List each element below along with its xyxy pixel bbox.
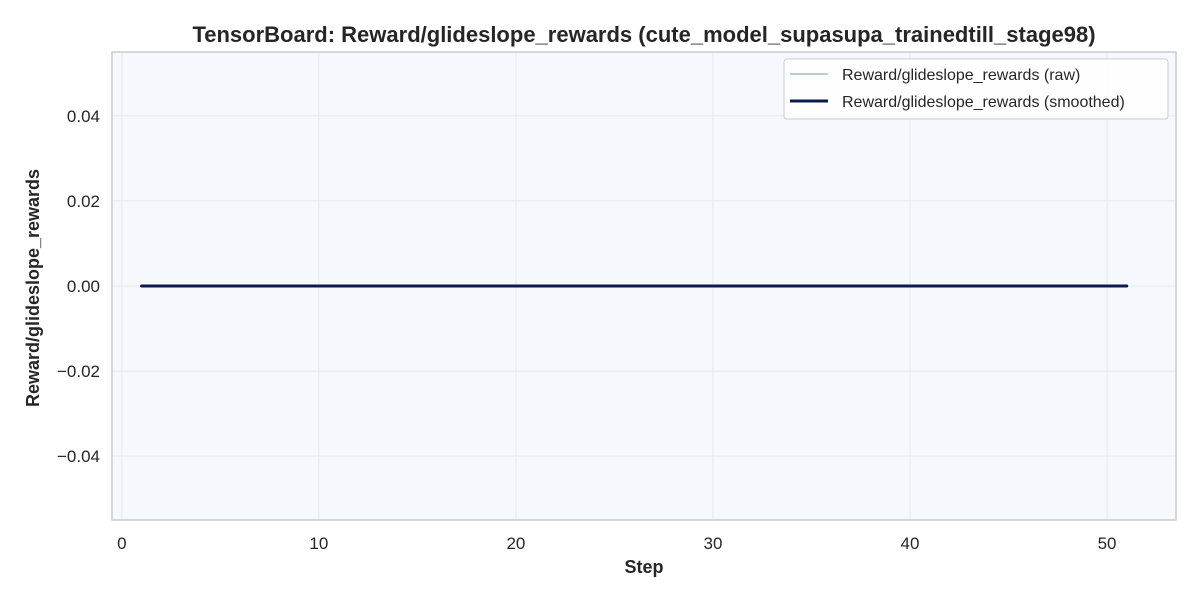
plot-border (111, 51, 1177, 521)
x-tick-label: 10 (309, 534, 328, 553)
chart-title: TensorBoard: Reward/glideslope_rewards (… (192, 22, 1095, 47)
y-axis-label: Reward/glideslope_rewards (23, 169, 43, 407)
x-tick-label: 20 (506, 534, 525, 553)
y-tick-label: 0.02 (67, 192, 100, 211)
y-tick-label: −0.04 (57, 447, 100, 466)
y-tick-label: 0.04 (67, 107, 100, 126)
y-tick-label: 0.00 (67, 277, 100, 296)
legend-box (783, 58, 1169, 120)
legend-entry-raw: Reward/glideslope_rewards (raw) (842, 67, 1080, 84)
x-tick-label: 40 (901, 534, 920, 553)
x-axis-label: Step (624, 557, 663, 577)
y-tick-label: −0.02 (57, 362, 100, 381)
tick-labels: 0 10 20 30 40 50 0.04 0.02 0.00 −0.02 −0.04 (57, 107, 1117, 553)
x-tick-label: 30 (704, 534, 723, 553)
x-tick-label: 0 (117, 534, 126, 553)
legend-entry-smoothed: Reward/glideslope_rewards (smoothed) (842, 94, 1125, 111)
x-tick-label: 50 (1098, 534, 1117, 553)
legend: Reward/glideslope_rewards (raw) Reward/g… (783, 58, 1169, 120)
